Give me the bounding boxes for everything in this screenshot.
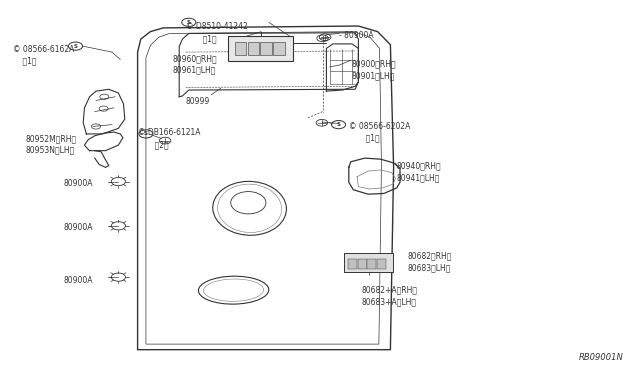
Text: 80900A: 80900A bbox=[64, 179, 93, 188]
Text: S: S bbox=[144, 131, 148, 137]
Text: 80999: 80999 bbox=[186, 97, 210, 106]
FancyBboxPatch shape bbox=[367, 259, 376, 269]
Text: © DB166-6121A
       （2）: © DB166-6121A （2） bbox=[138, 128, 200, 149]
Text: S: S bbox=[74, 44, 77, 49]
Text: © 08566-6202A
       （1）: © 08566-6202A （1） bbox=[349, 122, 410, 143]
Text: 80682（RH）
80683（LH）: 80682（RH） 80683（LH） bbox=[407, 251, 451, 272]
Text: 80900A: 80900A bbox=[64, 276, 93, 285]
Text: 80960（RH）
80961（LH）: 80960（RH） 80961（LH） bbox=[173, 54, 218, 75]
FancyBboxPatch shape bbox=[235, 42, 246, 55]
Text: 80952M（RH）
80953N（LH）: 80952M（RH） 80953N（LH） bbox=[26, 134, 77, 155]
Text: S: S bbox=[337, 122, 340, 127]
FancyBboxPatch shape bbox=[377, 259, 386, 269]
Text: ­ 80900A: ­ 80900A bbox=[339, 31, 374, 39]
FancyBboxPatch shape bbox=[273, 42, 285, 55]
FancyBboxPatch shape bbox=[228, 36, 293, 61]
Text: 80900（RH）
80901（LH）: 80900（RH） 80901（LH） bbox=[352, 60, 397, 80]
Text: RB09001N: RB09001N bbox=[579, 353, 624, 362]
Text: © 08566-6162A
    （1）: © 08566-6162A （1） bbox=[13, 45, 74, 65]
FancyBboxPatch shape bbox=[344, 253, 393, 272]
Text: 80900A: 80900A bbox=[64, 223, 93, 232]
FancyBboxPatch shape bbox=[248, 42, 259, 55]
Text: 80682+A（RH）
80683+A（LH）: 80682+A（RH） 80683+A（LH） bbox=[362, 285, 417, 306]
Text: 80940（RH）
80941（LH）: 80940（RH） 80941（LH） bbox=[397, 162, 442, 183]
FancyBboxPatch shape bbox=[358, 259, 367, 269]
Text: © D8510-41242
       （1）: © D8510-41242 （1） bbox=[186, 22, 247, 43]
FancyBboxPatch shape bbox=[348, 259, 357, 269]
Text: S: S bbox=[187, 20, 191, 25]
FancyBboxPatch shape bbox=[260, 42, 272, 55]
